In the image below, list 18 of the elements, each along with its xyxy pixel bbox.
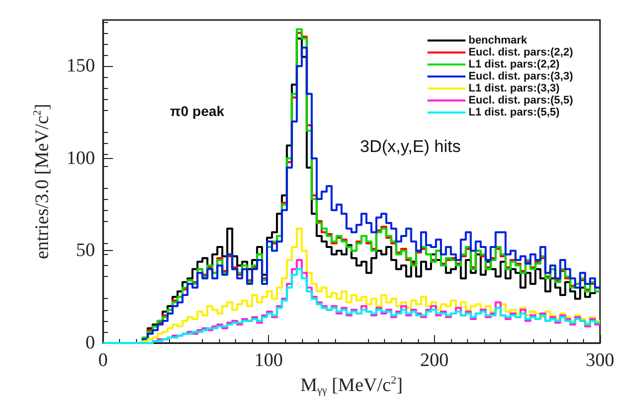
annotation: π0 peak [170, 103, 225, 119]
legend-label: L1 dist. pars:(5,5) [468, 106, 560, 118]
x-tick-label: 100 [254, 350, 283, 371]
y-axis-title: entries/3.0 [MeV/c2] [32, 104, 53, 260]
legend-label: L1 dist. pars:(3,3) [468, 82, 560, 94]
legend-label: L1 dist. pars:(2,2) [468, 58, 560, 70]
x-tick-label: 0 [98, 350, 108, 371]
x-tick-label: 300 [586, 350, 614, 371]
legend-label: benchmark [468, 34, 528, 46]
y-tick-label: 150 [66, 56, 95, 77]
x-tick-label: 200 [420, 350, 449, 371]
legend-label: Eucl. dist. pars:(2,2) [468, 46, 574, 58]
legend-label: Eucl. dist. pars:(5,5) [468, 94, 574, 106]
y-tick-label: 100 [66, 148, 95, 169]
y-tick-label: 0 [86, 332, 95, 354]
legend-label: Eucl. dist. pars:(3,3) [468, 70, 574, 82]
annotation: 3D(x,y,E) hits [360, 137, 461, 156]
y-tick-label: 50 [76, 240, 95, 262]
